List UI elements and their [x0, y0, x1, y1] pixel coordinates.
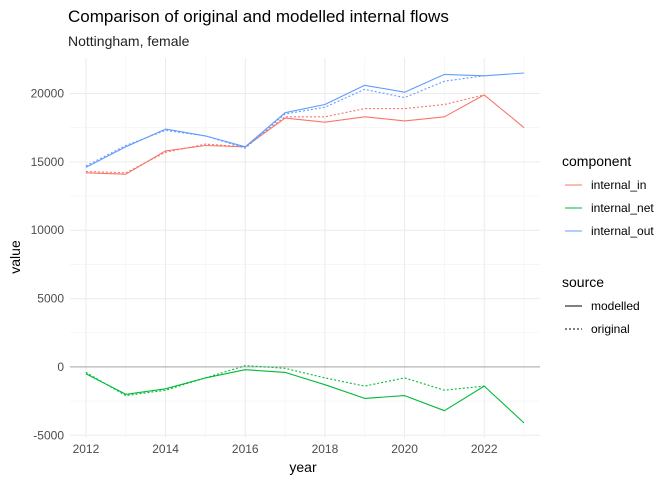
x-tick-label: 2016: [232, 442, 259, 456]
series-line-internal_in-original: [85, 94, 485, 174]
legend-label-original: original: [591, 322, 630, 336]
y-tick-label: -5000: [33, 428, 64, 442]
x-axis-label: year: [289, 459, 317, 475]
x-tick-label: 2014: [152, 442, 179, 456]
series-lines: [85, 72, 525, 424]
series-line-internal_net-modelled: [85, 369, 525, 424]
legend: component source internal_in internal_net…: [562, 153, 654, 336]
legend-title-source: source: [562, 274, 604, 290]
x-tick-label: 2018: [312, 442, 339, 456]
legend-label-modelled: modelled: [591, 299, 640, 313]
x-tick-label: 2022: [471, 442, 498, 456]
series-line-internal_net-original: [85, 365, 485, 397]
y-tick-label: 15000: [31, 155, 65, 169]
y-tick-labels: -5000 0 5000 10000 15000 20000: [31, 87, 65, 443]
y-tick-label: 0: [57, 360, 64, 374]
x-tick-label: 2020: [391, 442, 418, 456]
x-tick-label: 2012: [73, 442, 100, 456]
chart-title: Comparison of original and modelled inte…: [68, 7, 449, 26]
chart-subtitle: Nottingham, female: [68, 33, 190, 49]
x-tick-labels: 2012 2014 2016 2018 2020 2022: [73, 442, 498, 456]
y-axis-label: value: [7, 240, 23, 274]
legend-label-internal_out: internal_out: [591, 224, 654, 238]
grid-lines: [70, 58, 540, 438]
y-tick-label: 10000: [31, 223, 65, 237]
legend-label-internal_in: internal_in: [591, 178, 646, 192]
y-tick-label: 20000: [31, 87, 65, 101]
series-line-internal_in-modelled: [85, 94, 525, 175]
series-line-internal_out-modelled: [85, 72, 525, 168]
series-line-internal_out-original: [85, 75, 485, 167]
legend-title-component: component: [562, 153, 631, 169]
y-tick-label: 5000: [37, 292, 64, 306]
legend-label-internal_net: internal_net: [591, 201, 654, 215]
